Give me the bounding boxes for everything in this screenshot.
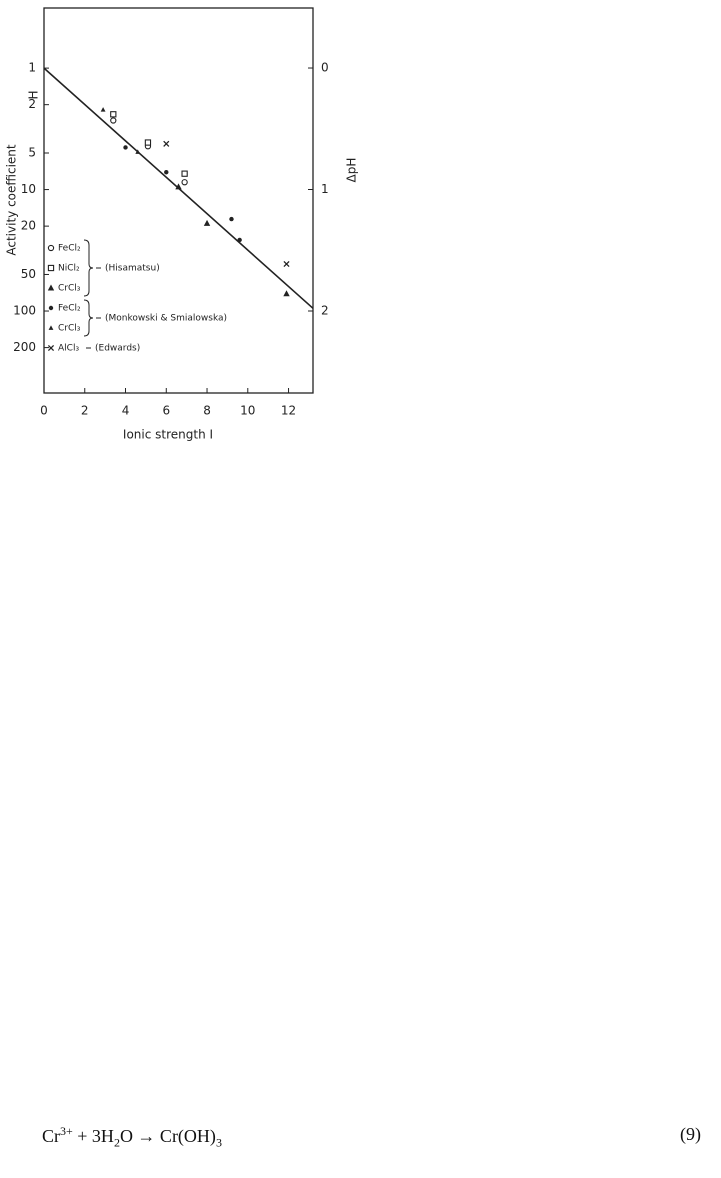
point — [110, 117, 117, 124]
y2-tick-label: 0 — [321, 61, 329, 75]
equation-number: (9) — [680, 1124, 701, 1144]
y2-tick-label: 2 — [321, 303, 329, 317]
y2-tick-label: 1 — [321, 182, 329, 196]
y-tick-label: 50 — [21, 267, 36, 281]
legend-group-label: (Hisamatsu) — [105, 264, 160, 274]
eq-part: + 3H — [72, 1126, 114, 1146]
chart: Activity coefficient H ΔpH Ionic strengt… — [5, 7, 359, 442]
x-tick-label: 8 — [203, 404, 211, 418]
legend-label: FeCl₂ — [58, 244, 81, 254]
point — [203, 219, 211, 226]
point — [100, 107, 106, 112]
point — [229, 216, 234, 222]
point — [163, 140, 170, 147]
point — [123, 145, 128, 150]
y-tick-label: 5 — [28, 146, 36, 160]
equation: Cr3+ + 3H2O → Cr(OH)3 — [42, 1124, 222, 1151]
legend-brace — [83, 239, 94, 297]
legend-marker — [47, 244, 55, 252]
y-tick-label: 200 — [13, 340, 36, 354]
y-tick-label: 20 — [21, 219, 36, 233]
point — [144, 139, 152, 146]
x-tick-label: 12 — [281, 404, 296, 418]
point — [237, 237, 242, 243]
legend-marker — [47, 284, 55, 291]
legend-label: AlCl₃ — [58, 344, 79, 354]
point — [110, 111, 117, 118]
point — [283, 260, 290, 268]
x-tick-label: 10 — [240, 404, 255, 418]
point — [181, 179, 188, 186]
legend-label: FeCl₂ — [58, 304, 81, 314]
x-tick-label: 0 — [40, 404, 48, 418]
legend-marker — [48, 325, 54, 330]
legend-group-label: (Monkowski & Smialowska) — [105, 314, 227, 324]
legend-marker — [48, 305, 54, 311]
eq-part: Cr — [42, 1126, 60, 1146]
y-tick-label: 1 — [28, 61, 36, 75]
legend-marker — [47, 344, 55, 352]
legend-label: NiCl₂ — [58, 264, 80, 274]
point — [135, 149, 141, 154]
y-tick-label: 2 — [28, 97, 36, 111]
x-tick-label: 4 — [122, 404, 130, 418]
eq-part: 3+ — [60, 1124, 73, 1138]
point — [181, 170, 188, 177]
point — [175, 183, 182, 190]
y-axis-title: Activity coefficient — [5, 144, 19, 256]
y-tick-label: 10 — [21, 182, 36, 196]
legend-label: CrCl₃ — [58, 324, 81, 334]
y-axis-symbol: H — [27, 90, 41, 99]
eq-part: O → Cr(OH) — [119, 1126, 216, 1146]
plot-frame — [43, 7, 314, 394]
y-tick-label: 100 — [13, 304, 36, 318]
legend-brace — [83, 299, 94, 337]
legend-group-label: (Edwards) — [95, 344, 140, 354]
x-tick-label: 2 — [81, 404, 89, 418]
legend-marker — [47, 264, 55, 272]
eq-part: 2 — [113, 1135, 120, 1150]
point — [283, 290, 290, 297]
x-axis-title: Ionic strength I — [123, 428, 213, 442]
y2-axis-title: ΔpH — [345, 158, 359, 183]
x-tick-label: 6 — [162, 404, 170, 418]
legend-label: CrCl₃ — [58, 284, 81, 294]
eq-part: 3 — [215, 1135, 222, 1150]
point — [164, 170, 169, 175]
